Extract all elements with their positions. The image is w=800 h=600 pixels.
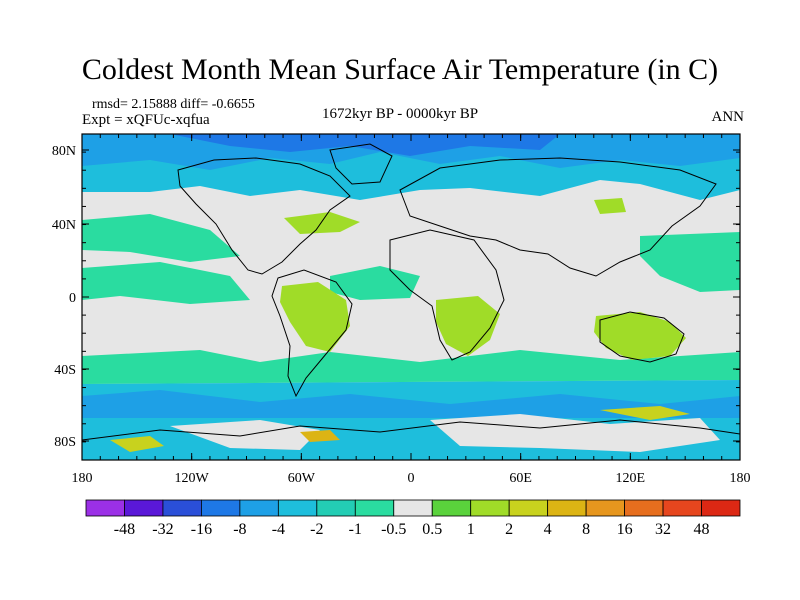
colorbar-swatch	[662, 499, 702, 517]
coastlines	[82, 143, 740, 441]
colorbar-label: 0.5	[422, 521, 442, 538]
coast-greenland	[329, 143, 393, 185]
colorbar-label: -0.5	[381, 521, 406, 538]
lon-tick-label: 60W	[288, 471, 316, 486]
colorbar-swatch	[701, 499, 741, 517]
colorbar-label: 8	[582, 521, 590, 538]
field-pacific-north	[82, 214, 240, 262]
field-south-america-warm	[280, 282, 350, 352]
colorbar-swatch	[547, 499, 587, 517]
colorbar-swatch	[277, 499, 318, 517]
field-south-ocean-c	[82, 390, 740, 418]
coast-north-america	[177, 157, 351, 275]
field-namerica-warm	[284, 212, 360, 234]
experiment-label: Expt = xQFUc-xqfua	[82, 112, 210, 128]
coast-africa	[389, 229, 505, 361]
colorbar-label: -2	[310, 521, 323, 538]
field-antarctic-pale-2	[430, 414, 720, 452]
colorbar-swatch	[624, 499, 664, 517]
colorbar-label: -4	[272, 521, 285, 538]
colorbar-swatch	[162, 499, 202, 517]
coast-antarctica	[82, 419, 740, 441]
lon-axis: 180 120W 60W 0 60E 120E 180	[72, 134, 751, 486]
field-australia-warm	[594, 312, 686, 360]
colorbar-swatch	[585, 499, 625, 517]
field-west-pacific	[640, 232, 740, 292]
map-field	[82, 134, 740, 460]
lat-tick-label: 80S	[54, 435, 76, 450]
field-asia-warm	[594, 198, 626, 214]
rmsd-stat: rmsd= 2.15888 diff= -0.6655	[92, 97, 255, 112]
colorbar-swatch	[470, 499, 510, 517]
colorbar	[85, 499, 741, 517]
lon-tick-label: 60E	[509, 471, 532, 486]
colorbar-swatch	[354, 499, 395, 517]
coast-australia	[599, 311, 685, 363]
colorbar-swatch	[316, 499, 356, 517]
colorbar-label: 2	[505, 521, 513, 538]
coast-south-america	[271, 269, 353, 398]
lon-tick-label: 0	[408, 471, 415, 486]
colorbar-label: -1	[349, 521, 362, 538]
lat-tick-label: 40S	[54, 363, 76, 378]
lon-tick-label: 180	[730, 471, 751, 486]
colorbar-label: 48	[694, 521, 710, 538]
colorbar-label: 1	[467, 521, 475, 538]
field-pacific-east	[82, 262, 250, 304]
field-south-ocean-a	[82, 350, 740, 384]
lat-axis: 80N 40N 0 40S 80S	[52, 144, 740, 450]
colorbar-label: -48	[114, 521, 135, 538]
lon-tick-label: 120W	[175, 471, 210, 486]
lon-tick-label: 120E	[616, 471, 646, 486]
colorbar-swatch	[85, 499, 125, 517]
colorbar-swatch	[393, 499, 433, 517]
field-africa-warm	[436, 296, 500, 356]
field-antarctic-warm-a	[110, 436, 164, 452]
colorbar-swatch	[124, 499, 164, 517]
colorbar-label: -8	[233, 521, 246, 538]
lat-tick-label: 0	[69, 291, 76, 306]
colorbar-label: -32	[152, 521, 173, 538]
page-title: Coldest Month Mean Surface Air Temperatu…	[81, 53, 719, 86]
period-label: 1672kyr BP - 0000kyr BP	[322, 106, 479, 122]
colorbar-label: -16	[191, 521, 212, 538]
field-antarctic-warm-b	[600, 406, 690, 420]
colorbar-swatch	[431, 499, 472, 517]
colorbar-labels: -48 -32 -16 -8 -4 -2 -1 -0.5 0.5 1 2 4 8 16 32 48	[114, 521, 710, 538]
colorbar-label: 4	[544, 521, 552, 538]
field-atlantic-tropic	[330, 266, 420, 300]
colorbar-label: 16	[617, 521, 633, 538]
lat-tick-label: 40N	[52, 218, 76, 233]
colorbar-label: 32	[655, 521, 671, 538]
field-antarctic-warm-c	[300, 430, 340, 442]
minor-ticks	[81, 133, 741, 461]
colorbar-swatch	[508, 499, 549, 517]
coast-eurasia	[399, 157, 717, 277]
season-label: ANN	[711, 109, 745, 125]
lon-tick-label: 180	[72, 471, 93, 486]
colorbar-swatch	[201, 499, 241, 517]
colorbar-swatch	[239, 499, 279, 517]
lat-tick-label: 80N	[52, 144, 76, 159]
